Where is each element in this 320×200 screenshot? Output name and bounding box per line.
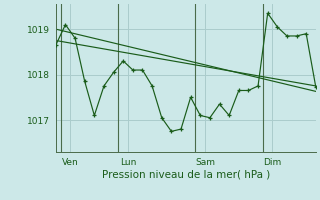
X-axis label: Pression niveau de la mer( hPa ): Pression niveau de la mer( hPa ) (102, 170, 270, 180)
